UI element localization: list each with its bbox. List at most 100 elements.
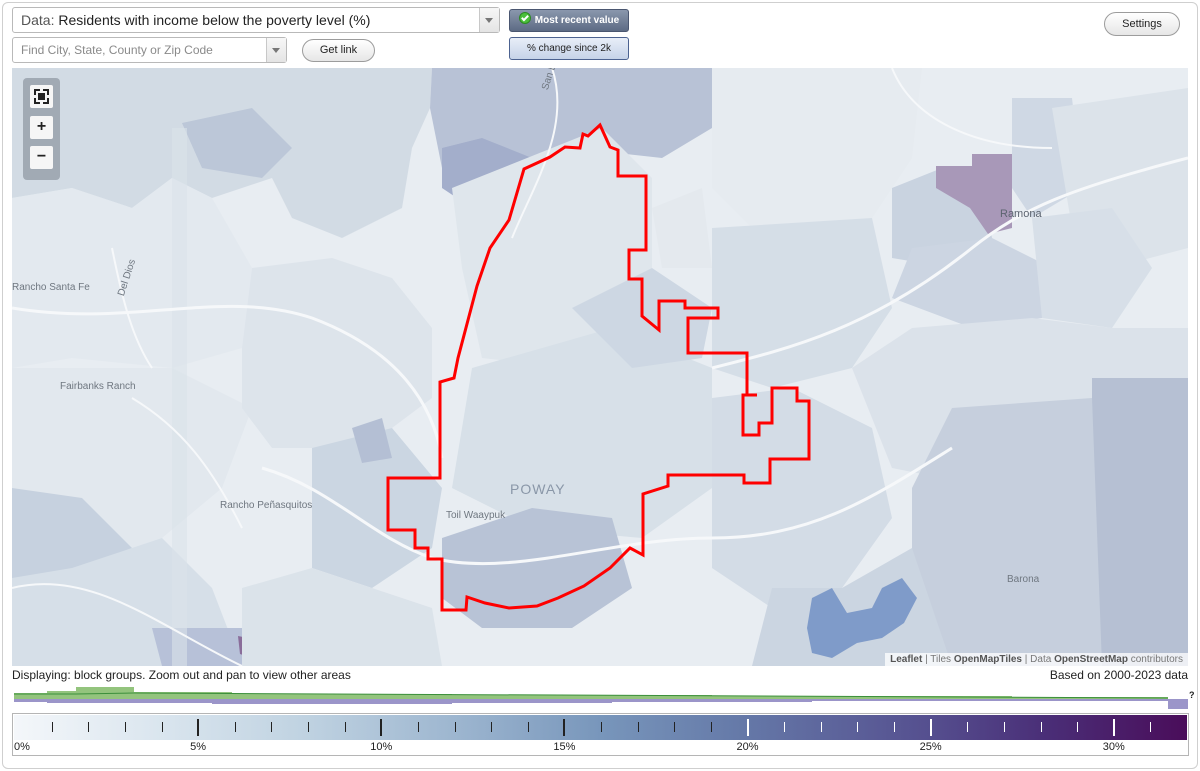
check-icon — [518, 12, 531, 24]
minus-icon: − — [36, 148, 47, 165]
legend-gradient — [14, 715, 1187, 740]
legend-tick — [491, 722, 493, 732]
data-variable-select[interactable]: Data: Residents with income below the po… — [12, 7, 500, 33]
label-barona: Barona — [1007, 574, 1040, 585]
location-search-input[interactable] — [13, 38, 263, 62]
block-group — [712, 68, 922, 238]
fullscreen-icon — [34, 89, 49, 104]
block-group — [172, 128, 187, 666]
legend-major-tick — [197, 719, 200, 736]
most-recent-value-label: Most recent value — [534, 15, 620, 26]
attribution-sep-2: | Data — [1022, 654, 1055, 665]
block-group — [1032, 208, 1152, 328]
block-group — [712, 218, 892, 388]
legend-tick — [894, 722, 895, 732]
legend-major-tick — [746, 719, 749, 736]
legend-tick — [51, 722, 53, 732]
legend-label: 30% — [1102, 741, 1125, 753]
block-group — [452, 328, 712, 538]
get-link-button[interactable]: Get link — [302, 39, 375, 62]
legend-tick — [857, 722, 859, 732]
zoom-control: + − — [23, 78, 60, 180]
legend-label: 0% — [14, 741, 30, 753]
legend-tick — [344, 722, 346, 732]
leaflet-link[interactable]: Leaflet — [890, 654, 923, 665]
city-boundary — [386, 122, 811, 612]
legend-tick — [454, 722, 456, 732]
location-search[interactable] — [12, 37, 287, 63]
legend-major-tick — [563, 719, 566, 736]
legend-tick — [784, 722, 786, 732]
road — [111, 247, 153, 369]
block-group — [1092, 378, 1188, 666]
percent-change-toggle[interactable]: % change since 2k — [509, 37, 629, 60]
legend-major-tick — [1112, 719, 1115, 736]
openstreetmap-link[interactable]: OpenStreetMap — [1054, 654, 1128, 665]
histogram-selected — [14, 699, 1168, 704]
legend-label: 5% — [190, 741, 207, 753]
legend-tick — [88, 722, 90, 732]
data-prefix: Data: — [21, 12, 55, 28]
road — [12, 304, 444, 459]
block-group — [352, 418, 392, 463]
block-group — [752, 548, 952, 666]
zoom-in-button[interactable]: + — [30, 116, 53, 139]
data-select-text: Data: Residents with income below the po… — [21, 12, 370, 28]
histogram-outline — [14, 692, 1169, 699]
legend-tick — [527, 722, 529, 732]
block-group — [182, 108, 292, 178]
block-group — [712, 388, 892, 608]
color-legend: 0% 5% 10% 15% 20% 25% 30% — [12, 713, 1189, 756]
histogram-overflow-bar — [1168, 699, 1188, 709]
legend-label: 25% — [919, 741, 942, 753]
label-ramona: Ramona — [1000, 208, 1042, 220]
road — [711, 156, 1188, 370]
distribution-histogram — [14, 687, 1188, 709]
map-attribution: Leaflet | Tiles OpenMapTiles | Data Open… — [885, 653, 1188, 666]
legend-label: 10% — [370, 741, 393, 753]
map-view[interactable]: + − POWAY Ramona Rancho Santa Fe Fairban… — [12, 68, 1188, 666]
legend-tick — [417, 722, 419, 732]
block-group — [242, 258, 432, 448]
block-group — [572, 268, 712, 368]
legend-tick — [637, 722, 639, 732]
legend-label: 20% — [736, 741, 759, 753]
label-rancho-santa-fe: Rancho Santa Fe — [12, 282, 90, 293]
choropleth-layer — [12, 68, 1188, 666]
block-group — [892, 238, 1052, 328]
data-range-note: Based on 2000-2023 data — [1049, 668, 1188, 682]
label-toil-waaypuk: Toil Waaypuk — [446, 510, 506, 521]
legend-tick — [1150, 722, 1152, 732]
legend-tick — [820, 722, 822, 732]
legend-tick — [161, 722, 163, 732]
settings-button[interactable]: Settings — [1104, 12, 1180, 36]
chevron-down-icon[interactable] — [266, 38, 286, 62]
legend-tick — [967, 722, 969, 732]
attribution-sep-1: | Tiles — [922, 654, 954, 665]
block-group — [936, 154, 1012, 234]
fullscreen-button[interactable] — [30, 85, 53, 108]
zoom-out-button[interactable]: − — [30, 146, 53, 169]
road — [12, 583, 243, 666]
data-value: Residents with income below the poverty … — [58, 12, 371, 28]
legend-major-tick — [929, 719, 932, 736]
legend-tick — [710, 722, 712, 732]
legend-tick — [124, 722, 126, 732]
legend-tick — [674, 722, 676, 732]
road — [261, 446, 953, 566]
road — [891, 68, 1053, 149]
block-group — [12, 178, 252, 368]
legend-major-tick — [380, 719, 383, 736]
chevron-down-icon[interactable] — [479, 8, 499, 32]
block-group — [912, 398, 1102, 666]
help-icon[interactable]: ? — [1189, 690, 1195, 700]
histogram-all — [14, 687, 1168, 699]
most-recent-value-toggle[interactable]: Most recent value — [509, 9, 629, 32]
block-group — [652, 188, 712, 268]
road — [131, 397, 243, 529]
legend-tick — [1040, 722, 1042, 732]
label-rancho-penasquitos: Rancho Peñasquitos — [220, 500, 313, 511]
attribution-suffix: contributors — [1127, 654, 1183, 665]
openmaptiles-link[interactable]: OpenMapTiles — [953, 654, 1022, 665]
legend-tick — [1003, 722, 1005, 732]
